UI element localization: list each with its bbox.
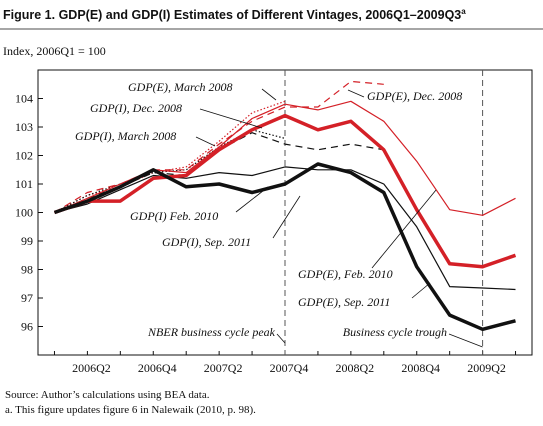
y-axis-label: Index, 2006Q1 = 100 <box>3 44 106 58</box>
series-label: GDP(I), Dec. 2008 <box>90 101 182 115</box>
chart-title: Figure 1. GDP(E) and GDP(I) Estimates of… <box>3 7 466 22</box>
series-line <box>54 80 384 214</box>
leader-line <box>371 189 437 269</box>
y-tick-label: 100 <box>15 206 33 220</box>
title-superscript: a <box>461 7 466 16</box>
leader-line <box>276 333 286 344</box>
annotation: Business cycle trough <box>343 325 447 339</box>
y-tick-label: 99 <box>21 234 33 248</box>
x-tick-label: 2007Q4 <box>270 361 309 375</box>
y-tick-label: 101 <box>15 177 33 191</box>
leader-line <box>195 136 216 147</box>
series-label: GDP(E), Sep. 2011 <box>298 295 390 309</box>
leader-line <box>411 282 431 299</box>
x-tick-label: 2008Q2 <box>336 361 375 375</box>
note: Source: Author’s calculations using BEA … <box>5 389 210 401</box>
y-tick-label: 96 <box>21 320 33 334</box>
note: a. This figure updates figure 6 in Nalew… <box>5 404 256 416</box>
annotation: NBER business cycle peak <box>147 325 276 339</box>
x-tick-label: 2008Q4 <box>401 361 440 375</box>
x-tick-label: 2009Q2 <box>467 361 506 375</box>
leader-line <box>235 186 269 213</box>
y-tick-label: 104 <box>15 92 33 106</box>
x-tick-label: 2006Q4 <box>138 361 177 375</box>
leader-line <box>347 89 365 98</box>
x-tick-label: 2006Q2 <box>72 361 111 375</box>
series-label: GDP(I), March 2008 <box>75 129 176 143</box>
leader-line <box>199 108 263 129</box>
series-label: GDP(E), Dec. 2008 <box>367 89 462 103</box>
leader-line <box>272 195 301 239</box>
y-tick-label: 97 <box>21 291 33 305</box>
series-label: GDP(I), Sep. 2011 <box>162 235 251 249</box>
title-text: Figure 1. GDP(E) and GDP(I) Estimates of… <box>3 8 461 22</box>
y-tick-label: 102 <box>15 149 33 163</box>
series-label: GDP(I) Feb. 2010 <box>130 209 218 223</box>
series-line <box>54 100 286 214</box>
series-line <box>53 113 517 269</box>
leader-line <box>261 88 277 101</box>
series-line <box>54 166 516 291</box>
leader-line <box>448 333 483 348</box>
series-label: GDP(E), March 2008 <box>128 80 233 94</box>
y-tick-label: 103 <box>15 120 33 134</box>
series-line <box>53 162 516 332</box>
x-tick-label: 2007Q2 <box>204 361 243 375</box>
series-label: GDP(E), Feb. 2010 <box>298 267 393 281</box>
y-tick-label: 98 <box>21 263 33 277</box>
